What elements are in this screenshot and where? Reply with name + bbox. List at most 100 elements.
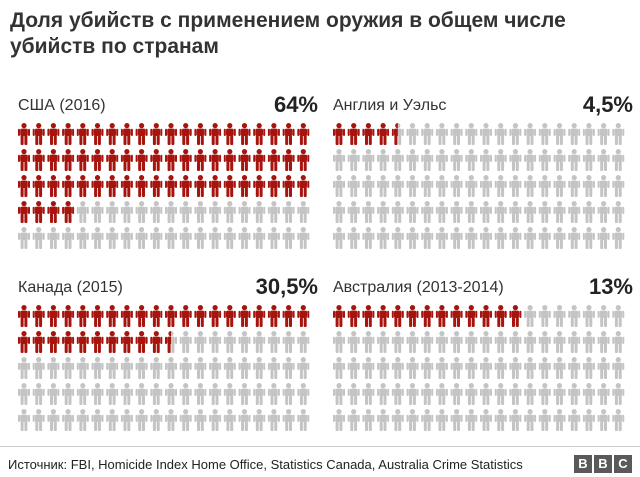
- person-icon: [333, 409, 345, 431]
- person-icon: [450, 175, 463, 197]
- person-icon: [597, 357, 610, 379]
- person-icon: [165, 201, 177, 223]
- person-icon: [135, 227, 148, 249]
- person-icon: [465, 305, 478, 327]
- person-icon: [91, 201, 104, 223]
- person-icon: [106, 331, 119, 353]
- person-icon: [435, 175, 448, 197]
- person-icon: [362, 383, 375, 405]
- person-icon: [135, 409, 148, 431]
- person-icon: [47, 331, 60, 353]
- person-icon: [297, 409, 310, 431]
- person-icon: [282, 123, 295, 145]
- bbc-logo-letter: B: [574, 455, 592, 473]
- person-icon: [238, 331, 251, 353]
- person-icon: [582, 331, 595, 353]
- person-icon: [582, 149, 595, 171]
- person-icon: [150, 305, 163, 327]
- person-icon: [524, 175, 537, 197]
- person-icon: [377, 357, 390, 379]
- person-icon: [582, 357, 595, 379]
- person-icon: [362, 123, 375, 145]
- person-icon: [209, 357, 222, 379]
- person-icon: [597, 227, 610, 249]
- person-icon: [377, 201, 390, 223]
- person-icon: [194, 331, 207, 353]
- person-icon: [297, 331, 310, 353]
- person-icon: [91, 383, 104, 405]
- person-icon: [179, 305, 192, 327]
- person-icon: [135, 357, 148, 379]
- person-icon: [406, 201, 419, 223]
- person-icon: [135, 383, 148, 405]
- source-note: Источник: FBI, Homicide Index Home Offic…: [8, 457, 523, 472]
- person-icon: [297, 227, 310, 249]
- person-icon: [32, 175, 45, 197]
- person-icon: [524, 331, 537, 353]
- person-icon: [362, 175, 375, 197]
- person-icon: [391, 409, 404, 431]
- person-icon: [91, 409, 104, 431]
- person-icon: [450, 201, 463, 223]
- person-icon: [282, 201, 295, 223]
- person-icon: [553, 227, 566, 249]
- person-icon: [465, 383, 478, 405]
- person-icon: [18, 149, 30, 171]
- person-icon: [480, 201, 492, 223]
- person-icon: [165, 383, 177, 405]
- person-icon: [391, 305, 404, 327]
- person-icon: [62, 227, 75, 249]
- person-icon: [267, 227, 280, 249]
- person-icon: [406, 123, 419, 145]
- person-icon: [494, 149, 507, 171]
- person-icon: [238, 357, 251, 379]
- person-icon: [347, 149, 360, 171]
- person-icon: [209, 305, 222, 327]
- person-icon: [421, 201, 434, 223]
- person-icon: [194, 123, 207, 145]
- person-icon: [194, 357, 207, 379]
- person-icon: [568, 331, 581, 353]
- person-icon: [377, 123, 390, 145]
- person-icon: [494, 175, 507, 197]
- person-icon: [362, 201, 375, 223]
- person-icon: [297, 175, 310, 197]
- person-icon: [223, 149, 236, 171]
- person-icon: [538, 383, 551, 405]
- person-icon: [568, 305, 581, 327]
- person-icon: [494, 409, 507, 431]
- person-icon: [267, 383, 280, 405]
- person-icon: [32, 331, 45, 353]
- person-icon: [120, 331, 133, 353]
- person-icon: [165, 175, 177, 197]
- person-icon: [391, 383, 404, 405]
- person-icon: [135, 331, 148, 353]
- person-icon: [165, 305, 177, 327]
- person-icon: [612, 331, 625, 353]
- person-icon: [597, 149, 610, 171]
- person-icon: [524, 383, 537, 405]
- person-icon: [91, 305, 104, 327]
- person-icon: [553, 149, 566, 171]
- person-icon: [362, 305, 375, 327]
- person-icon: [465, 175, 478, 197]
- person-icon: [509, 383, 522, 405]
- person-icon: [62, 331, 75, 353]
- person-icon: [465, 409, 478, 431]
- person-icon: [347, 201, 360, 223]
- person-icon: [135, 149, 148, 171]
- person-icon: [494, 357, 507, 379]
- person-icon: [450, 305, 463, 327]
- person-icon: [333, 227, 345, 249]
- person-icon: [120, 227, 133, 249]
- person-icon: [253, 409, 266, 431]
- person-icon: [553, 409, 566, 431]
- person-icon: [333, 175, 345, 197]
- person-icon: [165, 227, 177, 249]
- person-icon: [421, 175, 434, 197]
- panel-england-wales: Англия и Уэльс 4,5%: [333, 93, 633, 256]
- panel-usa: США (2016) 64%: [18, 93, 318, 256]
- person-icon: [421, 357, 434, 379]
- person-icon: [509, 149, 522, 171]
- person-icon: [209, 201, 222, 223]
